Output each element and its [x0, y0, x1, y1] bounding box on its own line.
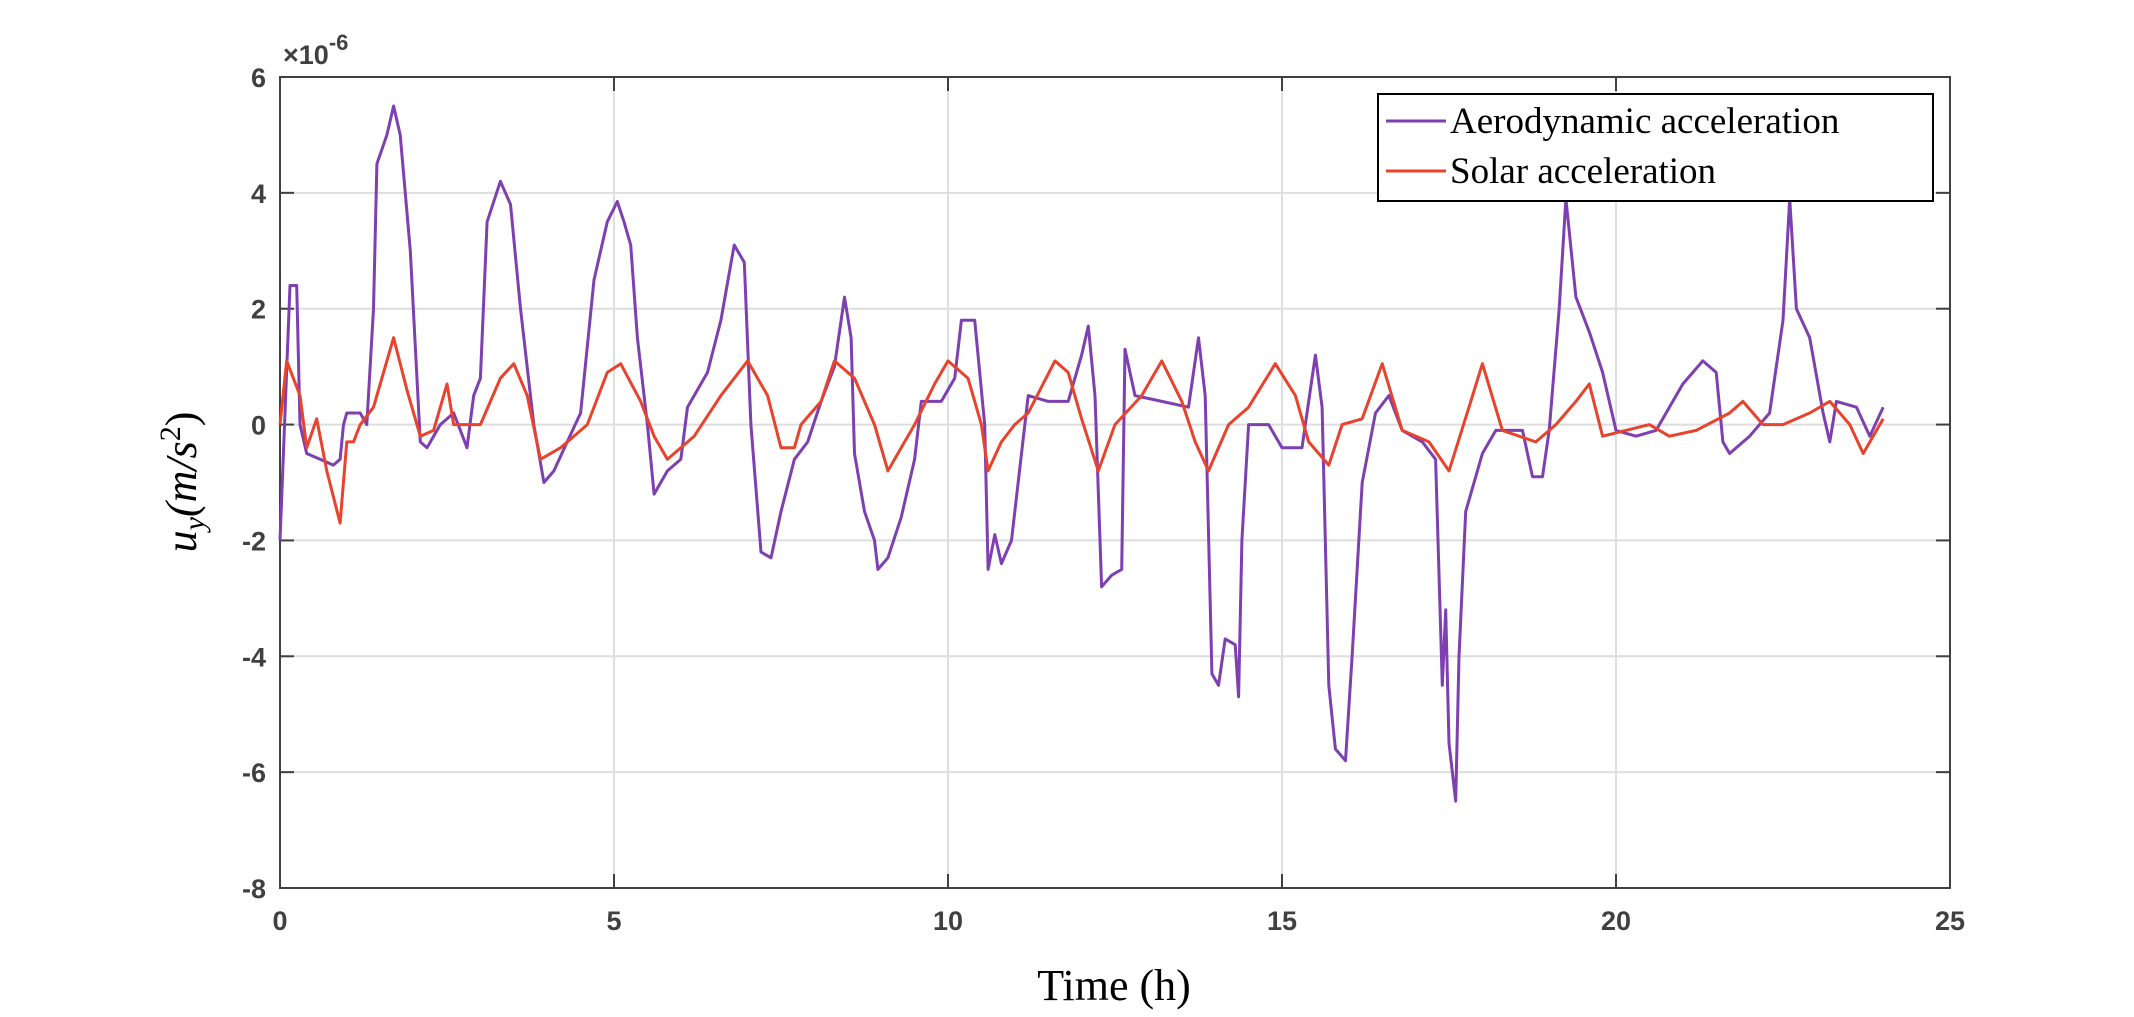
y-label-unit: (m/s [157, 441, 206, 517]
x-tick-label: 20 [1601, 906, 1631, 936]
y-multiplier-base: ×10 [283, 40, 329, 70]
y-tick-label: 2 [251, 295, 266, 325]
y-label-close: ) [157, 412, 206, 427]
x-tick-label: 0 [272, 906, 287, 936]
y-tick-label: 4 [251, 179, 266, 209]
legend-label: Aerodynamic acceleration [1450, 101, 1839, 142]
y-multiplier-exp: -6 [329, 30, 349, 55]
y-tick-label: -6 [242, 758, 266, 788]
y-label-symbol: u [157, 530, 206, 552]
x-tick-label: 10 [933, 906, 963, 936]
y-tick-label: 6 [251, 63, 266, 93]
legend-label: Solar acceleration [1450, 151, 1716, 192]
x-axis-label: Time (h) [1037, 961, 1191, 1010]
x-tick-label: 15 [1267, 906, 1297, 936]
y-tick-label: -8 [242, 874, 266, 904]
data-line [278, 336, 1885, 525]
y-label-sub: y [178, 516, 211, 533]
y-axis-label: uy(m/s2) [154, 412, 211, 553]
y-multiplier: ×10-6 [283, 30, 348, 70]
y-tick-label: -2 [242, 526, 266, 556]
y-label-sup: 2 [154, 426, 187, 441]
y-tick-label: 0 [251, 411, 266, 441]
data-line [278, 104, 1885, 803]
legend-box [1377, 93, 1934, 202]
y-tick-label: -4 [242, 642, 266, 672]
x-tick-label: 5 [606, 906, 621, 936]
x-tick-label: 25 [1935, 906, 1965, 936]
axes-box [279, 76, 1951, 889]
